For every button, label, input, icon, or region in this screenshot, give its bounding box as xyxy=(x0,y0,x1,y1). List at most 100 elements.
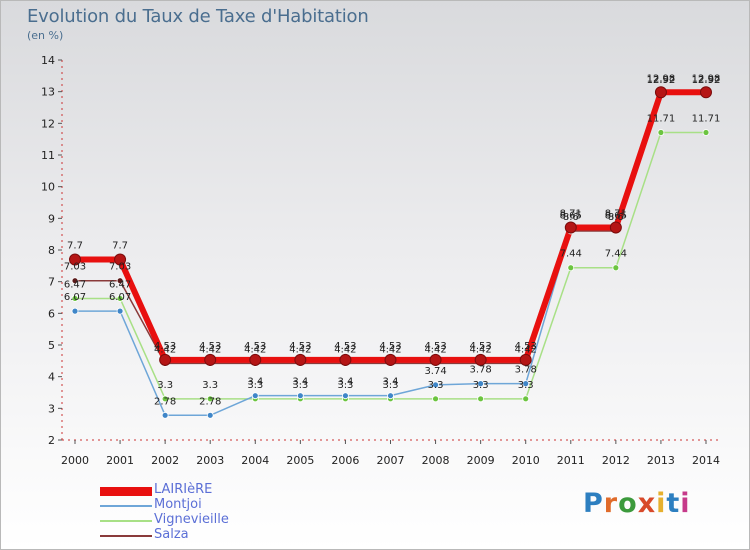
data-label: 12.92 xyxy=(692,75,721,86)
data-label: 6.47 xyxy=(64,279,86,290)
legend-label: LAIRIèRE xyxy=(154,482,213,497)
x-tick-label: 2011 xyxy=(557,454,585,467)
data-point xyxy=(296,392,304,400)
data-label: 8.6 xyxy=(608,212,624,223)
data-label: 4.53 xyxy=(199,341,221,352)
x-tick-label: 2003 xyxy=(196,454,224,467)
data-label: 3.78 xyxy=(515,365,537,376)
data-point xyxy=(474,353,487,366)
data-label: 3.3 xyxy=(247,380,263,391)
data-point xyxy=(204,353,217,366)
x-tick-label: 2001 xyxy=(106,454,134,467)
data-label: 3.3 xyxy=(292,380,308,391)
logo-letter: i xyxy=(680,488,691,519)
data-label: 4.42 xyxy=(154,344,176,355)
x-tick-label: 2004 xyxy=(241,454,269,467)
data-label: 8.71 xyxy=(560,209,582,220)
data-label: 3.4 xyxy=(292,377,308,388)
legend-label: Montjoi xyxy=(154,497,202,512)
legend-swatch xyxy=(100,535,152,537)
data-label: 4.53 xyxy=(289,341,311,352)
logo-letter: x xyxy=(637,488,657,519)
data-point xyxy=(654,86,667,99)
data-point xyxy=(249,353,262,366)
data-label: 2.78 xyxy=(199,396,221,407)
data-point xyxy=(522,395,530,403)
x-tick-label: 2010 xyxy=(512,454,540,467)
data-label: 12.92 xyxy=(647,75,676,86)
y-tick-label: 2 xyxy=(48,434,55,447)
data-point xyxy=(612,264,620,272)
data-point xyxy=(700,86,712,99)
data-point xyxy=(71,277,79,285)
data-label: 7.03 xyxy=(64,262,86,273)
data-point xyxy=(116,295,124,302)
data-label: 4.42 xyxy=(289,344,311,355)
data-label: 8.65 xyxy=(605,210,627,221)
data-label: 4.42 xyxy=(244,344,266,355)
data-label: 7.7 xyxy=(67,241,83,252)
y-tick-label: 10 xyxy=(41,181,55,194)
y-tick-label: 12 xyxy=(41,117,55,130)
data-label: 11.71 xyxy=(647,114,676,125)
data-label: 3.78 xyxy=(470,365,492,376)
data-label: 8.71 xyxy=(605,209,627,220)
data-labels: 7.7 7.74.53 4.53 4.53 4.53 4.53 4.53 4.53 4.53 4.… xyxy=(64,73,720,407)
data-label: 7.03 xyxy=(109,262,131,273)
series-layer xyxy=(69,86,712,419)
data-label: 3.3 xyxy=(473,380,489,391)
data-label: 12.98 xyxy=(647,73,676,84)
x-tick-label: 2005 xyxy=(286,454,314,467)
data-point xyxy=(294,353,307,366)
data-point xyxy=(477,395,485,403)
data-point xyxy=(161,395,169,403)
data-point xyxy=(339,353,352,366)
data-point xyxy=(477,380,485,388)
data-point xyxy=(519,353,532,366)
y-tick-label: 9 xyxy=(48,212,55,225)
data-label: 3.4 xyxy=(247,377,263,388)
data-point xyxy=(116,307,124,315)
y-axis-unit: (en %) xyxy=(27,29,64,42)
y-tick-label: 13 xyxy=(41,86,55,99)
data-point xyxy=(251,392,259,400)
data-point xyxy=(567,264,575,272)
data-label: 3.3 xyxy=(202,380,218,391)
y-tick-label: 5 xyxy=(48,339,55,352)
data-label: 6.07 xyxy=(64,292,86,303)
data-point xyxy=(432,395,439,403)
data-label: 8.6 xyxy=(563,212,579,223)
logo-letter: r xyxy=(603,488,619,519)
data-label: 4.53 xyxy=(424,341,446,352)
x-tick-label: 2013 xyxy=(647,454,675,467)
data-label: 2.78 xyxy=(154,396,176,407)
data-label: 4.53 xyxy=(334,341,356,352)
data-label: 4.53 xyxy=(379,341,401,352)
data-point xyxy=(657,129,665,136)
data-point xyxy=(432,381,439,389)
data-point xyxy=(114,253,127,266)
data-label: 7.44 xyxy=(560,249,582,260)
data-label: 12.92 xyxy=(647,75,676,86)
legend-swatch xyxy=(100,520,152,522)
chart-title: Evolution du Taux de Taxe d'Habitation xyxy=(27,6,369,27)
data-point xyxy=(69,253,81,266)
logo-letter: o xyxy=(618,488,638,519)
data-label: 3.3 xyxy=(428,380,444,391)
y-tick-label: 14 xyxy=(41,54,55,67)
x-tick-label: 2009 xyxy=(467,454,495,467)
data-label: 8.65 xyxy=(560,210,582,221)
data-label: 12.98 xyxy=(692,73,721,84)
data-label: 4.42 xyxy=(334,344,356,355)
data-point xyxy=(702,129,710,136)
data-label: 7.44 xyxy=(605,249,627,260)
legend-label: Vignevieille xyxy=(154,512,229,527)
x-tick-label: 2012 xyxy=(602,454,630,467)
data-point xyxy=(206,395,214,403)
x-tick-label: 2014 xyxy=(692,454,720,467)
data-label: 11.71 xyxy=(692,114,721,125)
data-label: 4.42 xyxy=(424,344,446,355)
logo-letter: P xyxy=(583,488,604,519)
data-point xyxy=(161,411,169,419)
